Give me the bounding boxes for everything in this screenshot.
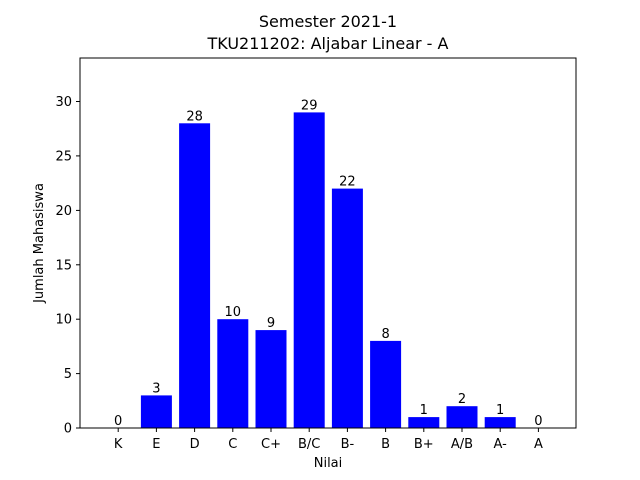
data-label-D: 28 [186,109,203,124]
x-tick-label-E: E [152,437,160,452]
x-tick-label-B: B [381,437,390,452]
data-label-C: 10 [225,305,242,320]
data-label-E: 3 [152,381,160,396]
x-tick-label-B+: B+ [414,437,434,452]
y-tick-label-15: 15 [55,258,72,273]
data-label-K: 0 [114,414,122,429]
x-tick-label-A: A [534,437,543,452]
bar-B/C [293,112,325,429]
y-tick-label-5: 5 [64,367,72,382]
plot-frame [79,57,577,429]
y-tick-label-30: 30 [55,95,72,110]
bar-B [370,340,402,428]
y-tick-label-0: 0 [64,422,72,437]
data-label-A: 0 [534,414,542,429]
x-tick-label-K: K [114,437,123,452]
data-label-B+: 1 [420,403,428,418]
bar-E [140,395,172,428]
bar-C [217,319,249,428]
x-tick-label-D: D [190,437,200,452]
x-axis-ticks: K E D C C+ B/C B- B B+ A/B A- A [114,428,543,452]
data-label-A/B: 2 [458,392,466,407]
x-tick-label-C: C [228,437,237,452]
data-label-A-: 1 [496,403,504,418]
x-tick-label-A-: A- [494,437,508,452]
data-label-B-: 22 [339,175,356,190]
x-tick-label-B-: B- [341,437,355,452]
bar-A- [484,417,516,428]
y-tick-label-10: 10 [55,313,72,328]
x-tick-label-C+: C+ [261,437,281,452]
data-label-B/C: 29 [301,98,318,113]
y-tick-label-20: 20 [55,204,72,219]
x-tick-label-A/B: A/B [451,437,473,452]
bar-C+ [255,330,287,428]
bar-group [140,112,516,429]
x-axis-label: Nilai [314,456,343,471]
bar-A/B [446,406,478,428]
y-tick-label-25: 25 [55,149,72,164]
data-label-B: 8 [381,327,389,342]
y-axis-ticks: 0 5 10 15 20 25 30 [55,95,80,437]
chart-title-line2: TKU211202: Aljabar Linear - A [207,34,449,53]
x-tick-label-B/C: B/C [298,437,320,452]
bar-B- [331,188,363,428]
y-axis-label: Jumlah Mahasiswa [32,183,47,304]
data-label-C+: 9 [267,316,275,331]
chart-title-line1: Semester 2021-1 [259,12,397,31]
bar-B+ [408,417,440,428]
bar-D [179,123,211,429]
